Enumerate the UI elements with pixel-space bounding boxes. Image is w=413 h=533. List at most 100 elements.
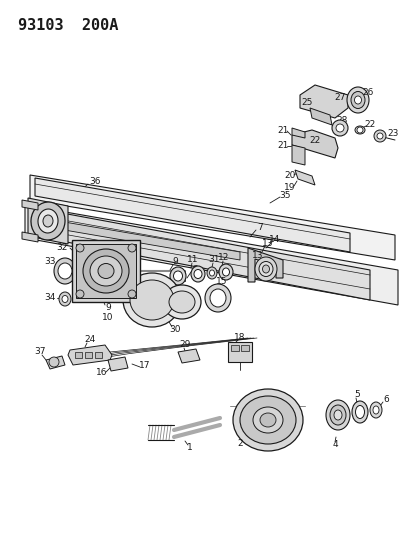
Text: 29: 29 [179, 341, 190, 350]
Text: 24: 24 [84, 335, 95, 344]
Bar [72, 240, 140, 302]
Bar [75, 352, 82, 358]
Polygon shape [291, 130, 337, 158]
Text: 8: 8 [192, 265, 197, 274]
Text: 22: 22 [309, 135, 320, 144]
Text: 22: 22 [363, 119, 375, 128]
Polygon shape [22, 232, 38, 242]
Text: 16: 16 [96, 368, 107, 377]
Text: 32: 32 [56, 244, 67, 253]
Circle shape [373, 130, 385, 142]
Ellipse shape [325, 400, 349, 430]
Text: 9: 9 [105, 303, 111, 312]
Bar [85, 352, 92, 358]
Ellipse shape [194, 270, 202, 279]
Ellipse shape [259, 413, 275, 427]
Ellipse shape [163, 285, 201, 319]
Text: 7: 7 [256, 223, 262, 232]
Text: 9: 9 [172, 257, 178, 266]
Polygon shape [35, 217, 240, 260]
Ellipse shape [372, 406, 378, 414]
Ellipse shape [259, 262, 272, 277]
Ellipse shape [262, 265, 269, 273]
Text: 5: 5 [353, 391, 359, 400]
Ellipse shape [130, 280, 173, 320]
Ellipse shape [90, 256, 122, 286]
Text: 13: 13 [261, 238, 273, 247]
Bar [95, 352, 102, 358]
Circle shape [356, 127, 362, 133]
Ellipse shape [254, 257, 276, 281]
Ellipse shape [83, 249, 129, 293]
Bar [228, 342, 252, 362]
Text: 1: 1 [187, 443, 192, 453]
Polygon shape [35, 178, 349, 252]
Polygon shape [299, 85, 347, 118]
Circle shape [335, 124, 343, 132]
Text: 10: 10 [102, 313, 114, 322]
Polygon shape [68, 345, 112, 365]
Ellipse shape [354, 96, 361, 104]
Polygon shape [294, 170, 314, 185]
Bar [76, 244, 136, 298]
Polygon shape [108, 357, 128, 371]
Polygon shape [28, 198, 68, 244]
Polygon shape [291, 145, 304, 165]
Ellipse shape [209, 289, 225, 307]
Ellipse shape [333, 410, 341, 420]
Ellipse shape [329, 405, 345, 425]
Ellipse shape [355, 406, 363, 418]
Text: 31: 31 [208, 255, 219, 264]
Text: 18: 18 [234, 334, 245, 343]
Text: 4: 4 [331, 440, 337, 449]
Ellipse shape [218, 264, 233, 280]
Polygon shape [291, 128, 304, 138]
Ellipse shape [369, 402, 381, 418]
Ellipse shape [222, 268, 229, 276]
Text: 27: 27 [334, 93, 345, 101]
Polygon shape [178, 349, 199, 363]
Ellipse shape [98, 263, 114, 279]
Text: 35: 35 [279, 190, 290, 199]
Text: 17: 17 [139, 361, 150, 370]
Circle shape [49, 357, 59, 367]
Bar [240, 345, 248, 351]
Text: 3: 3 [264, 410, 270, 419]
Ellipse shape [204, 284, 230, 312]
Text: 23: 23 [387, 128, 398, 138]
Text: 6: 6 [382, 395, 388, 405]
Text: 37: 37 [34, 348, 46, 357]
Ellipse shape [62, 295, 68, 303]
Circle shape [76, 244, 84, 252]
Text: 28: 28 [335, 116, 347, 125]
Ellipse shape [350, 92, 364, 109]
Ellipse shape [31, 202, 65, 240]
Text: 11: 11 [187, 255, 198, 264]
Text: 21: 21 [277, 125, 288, 134]
Polygon shape [309, 108, 331, 125]
Ellipse shape [351, 401, 367, 423]
Text: 25: 25 [301, 98, 312, 107]
Ellipse shape [43, 215, 53, 227]
Circle shape [128, 290, 136, 298]
Text: 14: 14 [269, 236, 280, 245]
Circle shape [376, 133, 382, 139]
Ellipse shape [123, 273, 180, 327]
Ellipse shape [58, 263, 72, 279]
Polygon shape [22, 200, 38, 210]
Text: 34: 34 [44, 294, 56, 303]
Polygon shape [30, 175, 394, 260]
Ellipse shape [169, 291, 195, 313]
Text: 12: 12 [218, 254, 229, 262]
Polygon shape [46, 356, 65, 369]
Text: 26: 26 [361, 87, 373, 96]
Bar [230, 345, 238, 351]
Ellipse shape [354, 126, 364, 134]
Ellipse shape [170, 267, 185, 285]
Text: 33: 33 [44, 257, 56, 266]
Ellipse shape [240, 396, 295, 444]
Text: 13: 13 [252, 252, 263, 261]
Text: 36: 36 [89, 177, 100, 187]
Circle shape [331, 120, 347, 136]
Ellipse shape [209, 270, 214, 276]
